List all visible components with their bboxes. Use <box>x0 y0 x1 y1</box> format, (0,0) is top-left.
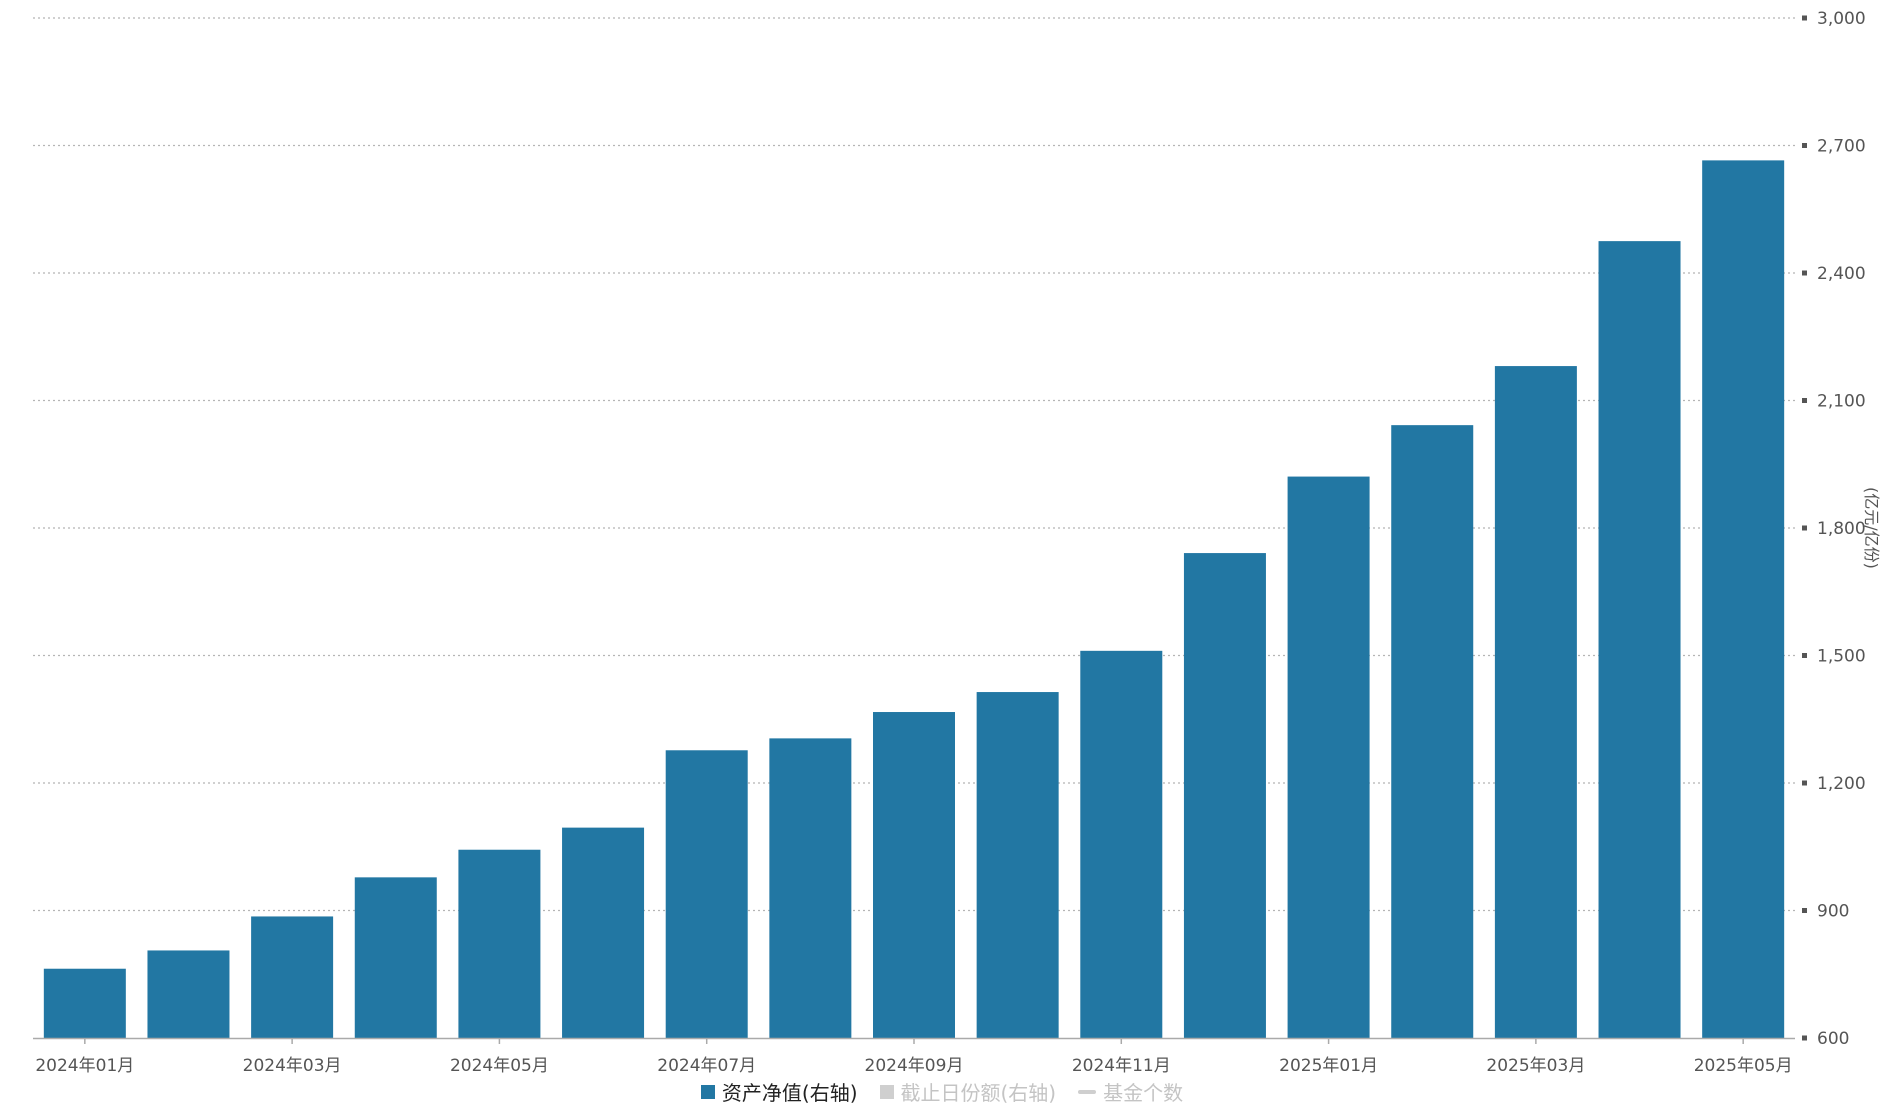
y-tick-mark <box>1802 270 1807 276</box>
legend-item-0[interactable]: 资产净值(右轴) <box>700 1077 858 1106</box>
y-tick-mark <box>1802 908 1807 913</box>
bar-2025年02月[interactable] <box>1391 425 1474 1038</box>
y-tick-label: 600 <box>1817 1029 1849 1049</box>
bar-2024年04月[interactable] <box>354 877 437 1038</box>
bar-2024年06月[interactable] <box>562 827 645 1038</box>
y-tick-label: 2,400 <box>1817 264 1866 284</box>
axes: 600 900 1,200 1,500 1,800 2,100 2,400 2,700 3,00… <box>33 9 1866 1076</box>
legend-item-1[interactable]: 截止日份额(右轴) <box>879 1077 1057 1106</box>
y-tick-mark <box>1802 1035 1807 1041</box>
y-tick-label: 3,000 <box>1817 9 1866 29</box>
y-tick-mark <box>1802 143 1807 148</box>
bar-2025年03月[interactable] <box>1494 366 1577 1038</box>
y-tick-label: 1,500 <box>1817 647 1866 667</box>
legend-square-swatch <box>879 1084 894 1099</box>
y-tick-mark <box>1802 398 1807 403</box>
y-tick-mark <box>1802 15 1807 21</box>
legend-label: 基金个数 <box>1103 1081 1184 1105</box>
legend-item-2[interactable]: 基金个数 <box>1078 1077 1183 1106</box>
bar-2024年07月[interactable] <box>665 750 748 1038</box>
bar-2024年11月[interactable] <box>1080 650 1163 1038</box>
y-axis-right-title: (亿元/亿份) <box>1862 487 1881 569</box>
y-tick-mark <box>1802 780 1807 786</box>
legend-label: 截止日份额(右轴) <box>900 1081 1057 1105</box>
x-tick-label: 2024年11月 <box>1072 1056 1171 1076</box>
x-tick-label: 2024年05月 <box>450 1056 549 1076</box>
bar-2024年10月[interactable] <box>976 692 1059 1038</box>
y-tick-label: 2,700 <box>1817 137 1866 157</box>
y-tick-label: 1,800 <box>1817 519 1866 539</box>
legend-square-swatch <box>700 1084 715 1099</box>
bar-2024年01月[interactable] <box>43 968 126 1038</box>
x-tick-label: 2025年03月 <box>1486 1056 1585 1076</box>
bar-2025年05月[interactable] <box>1702 160 1785 1038</box>
x-tick-label: 2025年01月 <box>1279 1056 1378 1076</box>
y-tick-label: 2,100 <box>1817 392 1866 412</box>
legend-label: 资产净值(右轴) <box>721 1081 858 1105</box>
y-tick-label: 1,200 <box>1817 774 1866 794</box>
x-tick-label: 2024年07月 <box>657 1056 756 1076</box>
bar-2025年04月[interactable] <box>1598 241 1681 1038</box>
y-tick-label: 900 <box>1817 902 1849 922</box>
bars <box>43 160 1785 1038</box>
x-tick-label: 2024年09月 <box>865 1056 964 1076</box>
legend: 资产净值(右轴) 截止日份额(右轴) 基金个数 <box>0 1077 1884 1106</box>
bar-2024年02月[interactable] <box>147 950 230 1038</box>
legend-line-swatch <box>1078 1089 1097 1094</box>
x-tick-label: 2024年03月 <box>243 1056 342 1076</box>
x-tick-label: 2024年01月 <box>35 1056 134 1076</box>
bar-2024年08月[interactable] <box>769 738 852 1038</box>
bar-2024年09月[interactable] <box>873 712 955 1038</box>
y-tick-mark <box>1802 653 1807 658</box>
bar-2024年12月[interactable] <box>1183 553 1266 1038</box>
y-tick-mark <box>1802 525 1807 531</box>
x-tick-label: 2025年05月 <box>1694 1056 1793 1076</box>
bar-2024年05月[interactable] <box>458 849 541 1038</box>
bar-2025年01月[interactable] <box>1287 476 1370 1038</box>
bar-2024年03月[interactable] <box>251 916 334 1038</box>
